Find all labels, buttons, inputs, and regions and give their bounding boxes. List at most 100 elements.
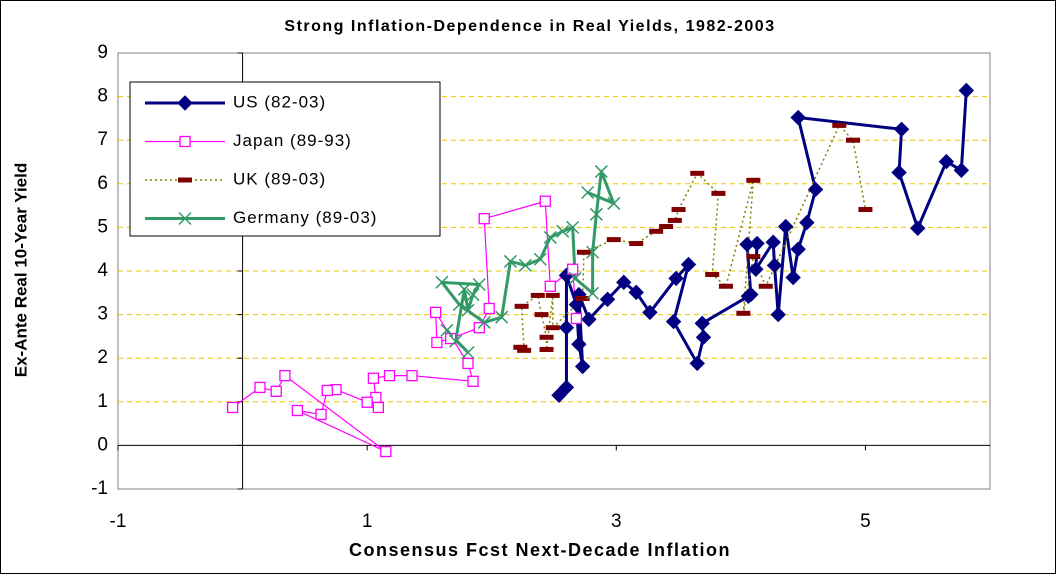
- chart-title: Strong Inflation-Dependence in Real Yiel…: [284, 18, 775, 35]
- point: [383, 369, 396, 382]
- point: [279, 369, 291, 382]
- point: [891, 164, 907, 181]
- y-tick-label: 8: [97, 86, 108, 107]
- point: [543, 230, 557, 244]
- y-tick-label: 3: [97, 304, 108, 325]
- point: [777, 218, 794, 235]
- point: [472, 277, 486, 292]
- legend-marker: [178, 211, 192, 226]
- point: [765, 234, 781, 250]
- point: [545, 292, 560, 298]
- point: [746, 254, 761, 260]
- point: [649, 228, 664, 234]
- point: [568, 296, 585, 313]
- legend-label: Japan (89-93): [233, 131, 352, 150]
- legend-label: US (82-03): [233, 92, 326, 111]
- point: [533, 252, 547, 266]
- point: [462, 357, 474, 370]
- y-tick-label: 4: [97, 260, 108, 281]
- point: [665, 313, 682, 330]
- y-tick-label: 0: [97, 434, 108, 455]
- point: [893, 121, 910, 138]
- point: [551, 387, 567, 403]
- point: [372, 401, 385, 414]
- point: [406, 369, 418, 382]
- point: [575, 295, 590, 301]
- y-tick-label: 6: [97, 173, 108, 194]
- point: [513, 344, 528, 350]
- point: [642, 304, 658, 321]
- y-tick-label: 9: [97, 42, 108, 63]
- point: [539, 195, 551, 207]
- point: [607, 196, 621, 210]
- legend-marker: [177, 95, 193, 111]
- point: [581, 311, 597, 328]
- point: [758, 283, 773, 289]
- point: [545, 325, 560, 331]
- point: [315, 408, 327, 421]
- point: [694, 315, 710, 332]
- point: [586, 245, 600, 259]
- point: [680, 256, 697, 273]
- point: [766, 257, 783, 274]
- point: [514, 303, 529, 309]
- point: [518, 258, 532, 272]
- point: [367, 372, 380, 384]
- point: [558, 379, 575, 396]
- point: [517, 347, 532, 353]
- point: [695, 329, 712, 345]
- point: [321, 384, 333, 397]
- point: [461, 346, 475, 360]
- point: [659, 224, 674, 230]
- point: [449, 334, 463, 348]
- point: [746, 177, 761, 183]
- point: [544, 280, 556, 292]
- point: [574, 358, 591, 375]
- point: [556, 224, 570, 238]
- x-tick-label: -1: [110, 511, 127, 532]
- point: [718, 283, 733, 289]
- point: [790, 109, 806, 126]
- point: [430, 306, 442, 319]
- y-tick-label: 5: [97, 216, 108, 237]
- point: [571, 336, 587, 352]
- series-line: [440, 170, 616, 354]
- legend-label: UK (89-03): [233, 169, 326, 188]
- point: [461, 303, 475, 317]
- point: [539, 334, 554, 340]
- point: [581, 185, 595, 200]
- point: [770, 306, 786, 323]
- point: [667, 217, 682, 223]
- point: [958, 82, 975, 99]
- point: [539, 346, 554, 352]
- legend-marker: [179, 135, 191, 148]
- legend: US (82-03) Japan (89-93) UK (89-03) Germany…: [129, 81, 441, 237]
- point: [858, 207, 873, 213]
- point: [743, 286, 759, 303]
- point: [380, 445, 392, 458]
- point: [534, 312, 549, 318]
- point: [628, 284, 644, 301]
- point: [671, 207, 686, 213]
- point: [457, 282, 471, 296]
- point: [452, 298, 466, 312]
- point: [291, 404, 304, 417]
- point: [736, 310, 751, 316]
- x-tick-label: 5: [860, 511, 871, 532]
- point: [503, 254, 517, 268]
- x-tick-label: 1: [362, 511, 373, 532]
- legend-label: Germany (89-03): [233, 208, 377, 227]
- point: [568, 271, 582, 285]
- legend-box: [129, 81, 441, 237]
- x-axis-label: Consensus Fcst Next-Decade Inflation: [349, 540, 731, 560]
- point: [431, 336, 443, 349]
- point: [570, 312, 583, 325]
- point: [440, 323, 454, 337]
- point: [616, 274, 632, 291]
- point: [845, 137, 860, 143]
- legend-marker: [178, 177, 192, 183]
- y-tick-label: -1: [91, 478, 108, 499]
- point: [270, 385, 282, 397]
- point: [558, 319, 575, 336]
